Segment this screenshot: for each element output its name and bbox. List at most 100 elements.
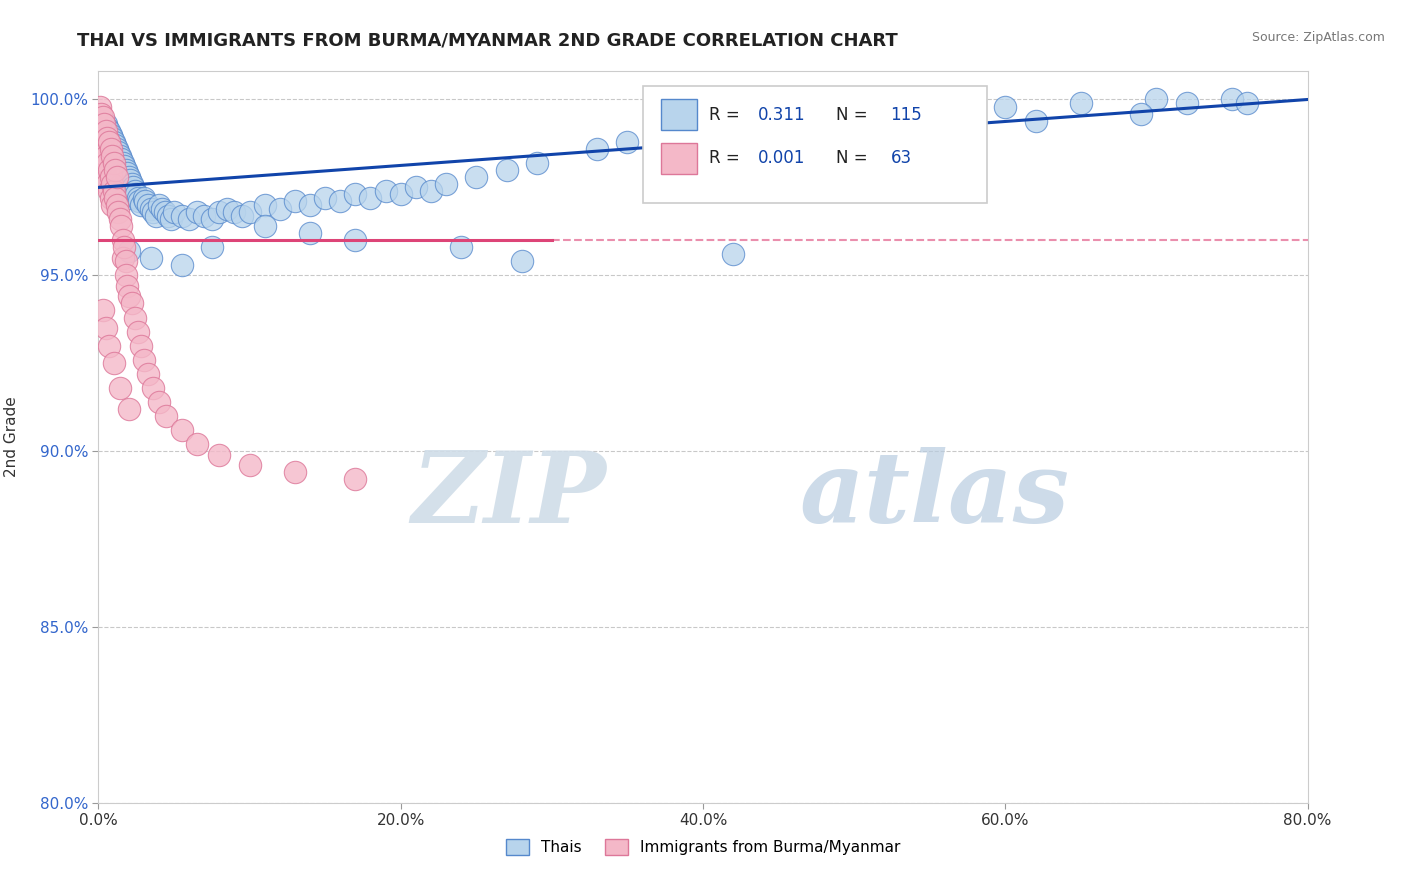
Point <box>90 149 112 163</box>
Point <box>329 194 352 209</box>
FancyBboxPatch shape <box>643 86 987 203</box>
Point <box>118 191 141 205</box>
Point <box>155 409 177 423</box>
Point <box>98 169 121 184</box>
Point <box>105 169 128 184</box>
Point <box>93 145 115 160</box>
Point <box>111 251 134 265</box>
Point <box>107 205 129 219</box>
Point <box>90 106 112 120</box>
Point <box>434 177 457 191</box>
Point <box>108 212 131 227</box>
Point <box>91 155 114 169</box>
Point <box>115 166 138 180</box>
Point <box>124 310 146 325</box>
Point <box>110 219 132 233</box>
Point <box>108 149 131 163</box>
Point <box>91 110 114 124</box>
Point <box>163 205 186 219</box>
Point <box>128 194 150 209</box>
Point <box>93 166 115 180</box>
Point <box>616 135 638 149</box>
Text: 0.311: 0.311 <box>758 105 806 123</box>
Point <box>208 205 231 219</box>
Point <box>299 198 322 212</box>
Point <box>89 128 111 142</box>
Point <box>94 124 117 138</box>
Point <box>101 153 124 167</box>
Point <box>1175 95 1198 110</box>
Point <box>91 135 114 149</box>
Point <box>994 99 1017 113</box>
Point <box>145 209 167 223</box>
Point <box>89 99 111 113</box>
Point <box>142 381 165 395</box>
Point <box>389 187 412 202</box>
Point <box>129 339 152 353</box>
Point <box>125 187 148 202</box>
Point <box>1236 95 1258 110</box>
Point <box>94 138 117 153</box>
Point <box>103 155 125 169</box>
Point <box>374 184 396 198</box>
Point <box>647 128 669 142</box>
Point <box>129 198 152 212</box>
Text: 0.001: 0.001 <box>758 149 804 168</box>
Point <box>1130 106 1153 120</box>
Point <box>224 205 246 219</box>
Point <box>127 325 149 339</box>
Point <box>495 162 517 177</box>
Point <box>122 180 145 194</box>
Point <box>110 153 132 167</box>
Point <box>104 191 127 205</box>
Point <box>124 184 146 198</box>
Point <box>111 233 134 247</box>
Point <box>90 128 112 142</box>
Point <box>91 303 114 318</box>
Point <box>141 251 163 265</box>
Point <box>510 254 533 268</box>
Point <box>105 162 128 177</box>
Point <box>186 437 208 451</box>
Point <box>91 113 114 128</box>
Point <box>103 135 125 149</box>
Point <box>1220 93 1243 107</box>
Point <box>101 149 124 163</box>
Point <box>98 145 121 160</box>
Point <box>148 198 170 212</box>
Point <box>114 268 136 283</box>
Point <box>112 240 135 254</box>
Point <box>94 149 117 163</box>
Point <box>91 155 114 169</box>
Point <box>100 142 122 156</box>
Point <box>98 124 121 138</box>
Point <box>344 233 367 247</box>
Point <box>96 177 118 191</box>
Point <box>231 209 253 223</box>
Point <box>103 356 125 370</box>
Point <box>465 169 488 184</box>
Point <box>284 465 307 479</box>
Point <box>93 124 115 138</box>
Point <box>89 120 111 135</box>
Point <box>239 205 262 219</box>
Point <box>93 142 115 156</box>
Point <box>160 212 183 227</box>
Point <box>104 162 127 177</box>
Point <box>844 106 866 120</box>
Point <box>105 142 128 156</box>
Point <box>253 219 276 233</box>
Point <box>114 187 136 202</box>
Text: N =: N = <box>837 149 873 168</box>
Point <box>360 191 382 205</box>
Point <box>93 117 115 131</box>
Point <box>98 135 121 149</box>
Point <box>96 142 118 156</box>
Point <box>90 120 112 135</box>
Point <box>269 202 291 216</box>
Point <box>141 202 163 216</box>
Point <box>253 198 276 212</box>
Point <box>98 162 121 177</box>
Point <box>136 367 159 381</box>
Point <box>170 423 193 437</box>
